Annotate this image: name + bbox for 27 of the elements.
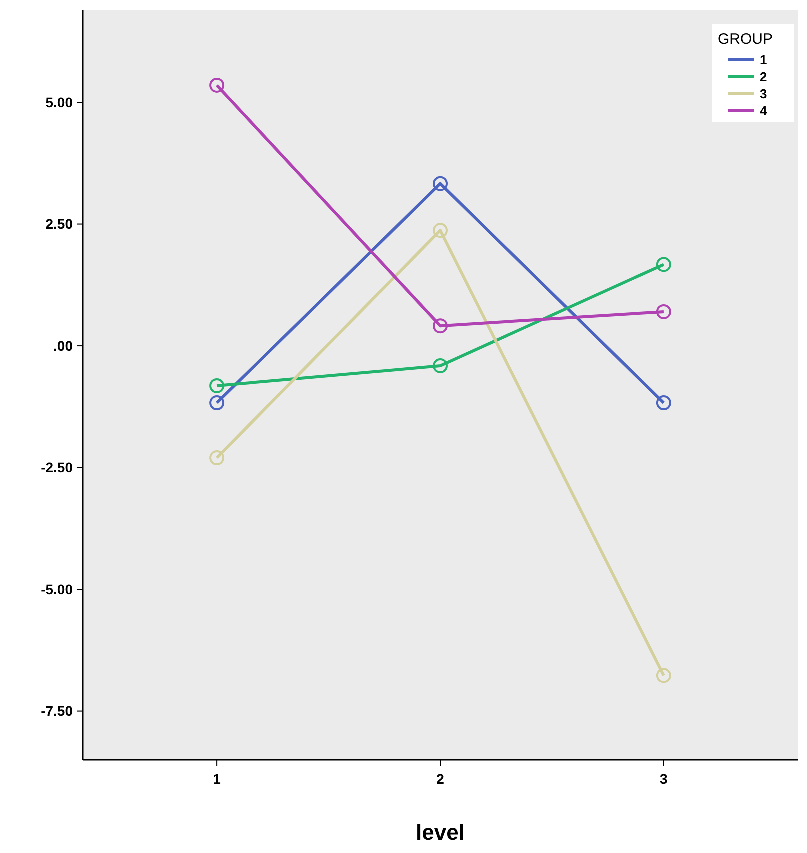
point bbox=[210, 450, 225, 466]
legend-title: GROUP bbox=[718, 31, 774, 48]
x-tick-label: 1 bbox=[213, 771, 222, 787]
y-tick-label: -7.50 bbox=[41, 703, 74, 720]
y-tick-label: .00 bbox=[54, 338, 74, 354]
legend-label: 4 bbox=[760, 104, 768, 119]
y-tick-label: -5.00 bbox=[41, 581, 74, 598]
x-tick-label: 2 bbox=[436, 771, 445, 787]
legend-label: 3 bbox=[760, 86, 768, 102]
point bbox=[656, 257, 672, 272]
point bbox=[210, 378, 225, 394]
point bbox=[433, 176, 448, 192]
x-tick-label: 3 bbox=[660, 771, 668, 787]
point bbox=[656, 304, 672, 320]
point bbox=[433, 358, 448, 374]
point bbox=[656, 668, 672, 684]
y-tick-label: 2.50 bbox=[46, 216, 74, 232]
point bbox=[433, 223, 448, 238]
legend-label: 2 bbox=[760, 70, 768, 85]
point bbox=[656, 396, 672, 411]
y-tick-label: -2.50 bbox=[41, 460, 74, 476]
point bbox=[433, 318, 448, 334]
point bbox=[210, 396, 225, 411]
y-tick-label: 5.00 bbox=[46, 94, 74, 110]
point bbox=[210, 78, 225, 93]
x-axis-title: level bbox=[416, 820, 465, 845]
legend-label: 1 bbox=[760, 52, 768, 68]
